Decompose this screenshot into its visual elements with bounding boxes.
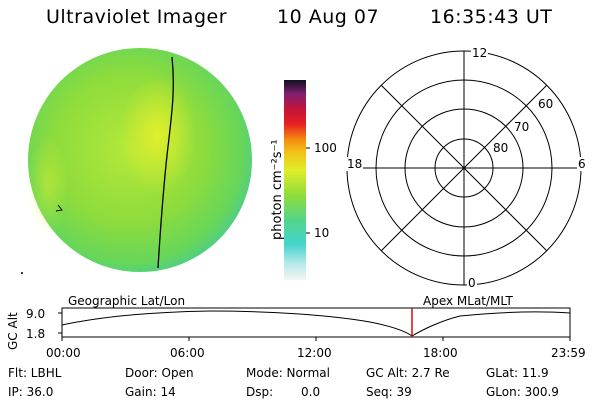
uv-earth-image bbox=[21, 48, 252, 274]
info-mode: Mode: Normal bbox=[246, 366, 330, 380]
info-glon: GLon: 300.9 bbox=[486, 385, 559, 399]
altitude-curve bbox=[61, 310, 571, 337]
coastline-mark bbox=[55, 204, 63, 212]
info-filter: Flt: LBHL bbox=[8, 366, 62, 380]
info-dsp-value: 0.0 bbox=[301, 385, 321, 399]
orbit-ytick-9: 9.0 bbox=[26, 307, 46, 321]
info-dsp-label: Dsp: bbox=[246, 385, 274, 399]
info-seq: Seq: 39 bbox=[366, 385, 412, 399]
colorbar-unit-label: photon cm⁻²s⁻¹ bbox=[270, 139, 285, 240]
terminator-line bbox=[157, 56, 174, 269]
date-label: 10 Aug 07 bbox=[277, 6, 380, 28]
orbit-plot-frame bbox=[61, 307, 571, 338]
info-gain: Gain: 14 bbox=[125, 385, 176, 399]
colorbar-tick-10: 10 bbox=[314, 226, 330, 240]
mlt-label-0: 0 bbox=[467, 276, 477, 290]
info-door: Door: Open bbox=[125, 366, 194, 380]
orbit-altitude-plot bbox=[58, 307, 571, 341]
orbit-xlabel-0000: 00:00 bbox=[46, 346, 81, 360]
mlt-label-18: 18 bbox=[346, 157, 364, 171]
lat-label-80: 80 bbox=[492, 141, 510, 155]
orbit-ytick-1-8: 1.8 bbox=[26, 327, 46, 341]
orbit-xlabel-2359: 23:59 bbox=[551, 346, 586, 360]
orbit-xlabel-1200: 12:00 bbox=[297, 346, 332, 360]
lat-label-60: 60 bbox=[537, 97, 555, 111]
mlt-label-6: 6 bbox=[577, 157, 587, 171]
lat-label-70: 70 bbox=[513, 120, 531, 134]
info-glat: GLat: 11.9 bbox=[486, 366, 549, 380]
orbit-axis-label: GC Alt bbox=[6, 312, 20, 350]
orbit-xlabel-1800: 18:00 bbox=[423, 346, 458, 360]
auroral-brightening bbox=[120, 75, 196, 195]
info-gc-alt: GC Alt: 2.7 Re bbox=[366, 366, 450, 380]
mlt-label-12: 12 bbox=[471, 46, 489, 60]
info-ip: IP: 36.0 bbox=[8, 385, 54, 399]
app-title: Ultraviolet Imager bbox=[46, 6, 228, 28]
pixel-mark bbox=[21, 272, 23, 274]
dayside-glow bbox=[28, 135, 68, 235]
colorbar-tick-100: 100 bbox=[314, 141, 337, 155]
time-label: 16:35:43 UT bbox=[430, 6, 553, 28]
orbit-left-title: Geographic Lat/Lon bbox=[68, 294, 186, 308]
orbit-xlabel-0600: 06:00 bbox=[170, 346, 205, 360]
mlt-diagonal-2 bbox=[380, 84, 548, 252]
orbit-right-title: Apex MLat/MLT bbox=[423, 294, 513, 308]
color-scale-bar bbox=[284, 80, 310, 280]
polar-mlat-mlt-plot bbox=[346, 50, 582, 286]
